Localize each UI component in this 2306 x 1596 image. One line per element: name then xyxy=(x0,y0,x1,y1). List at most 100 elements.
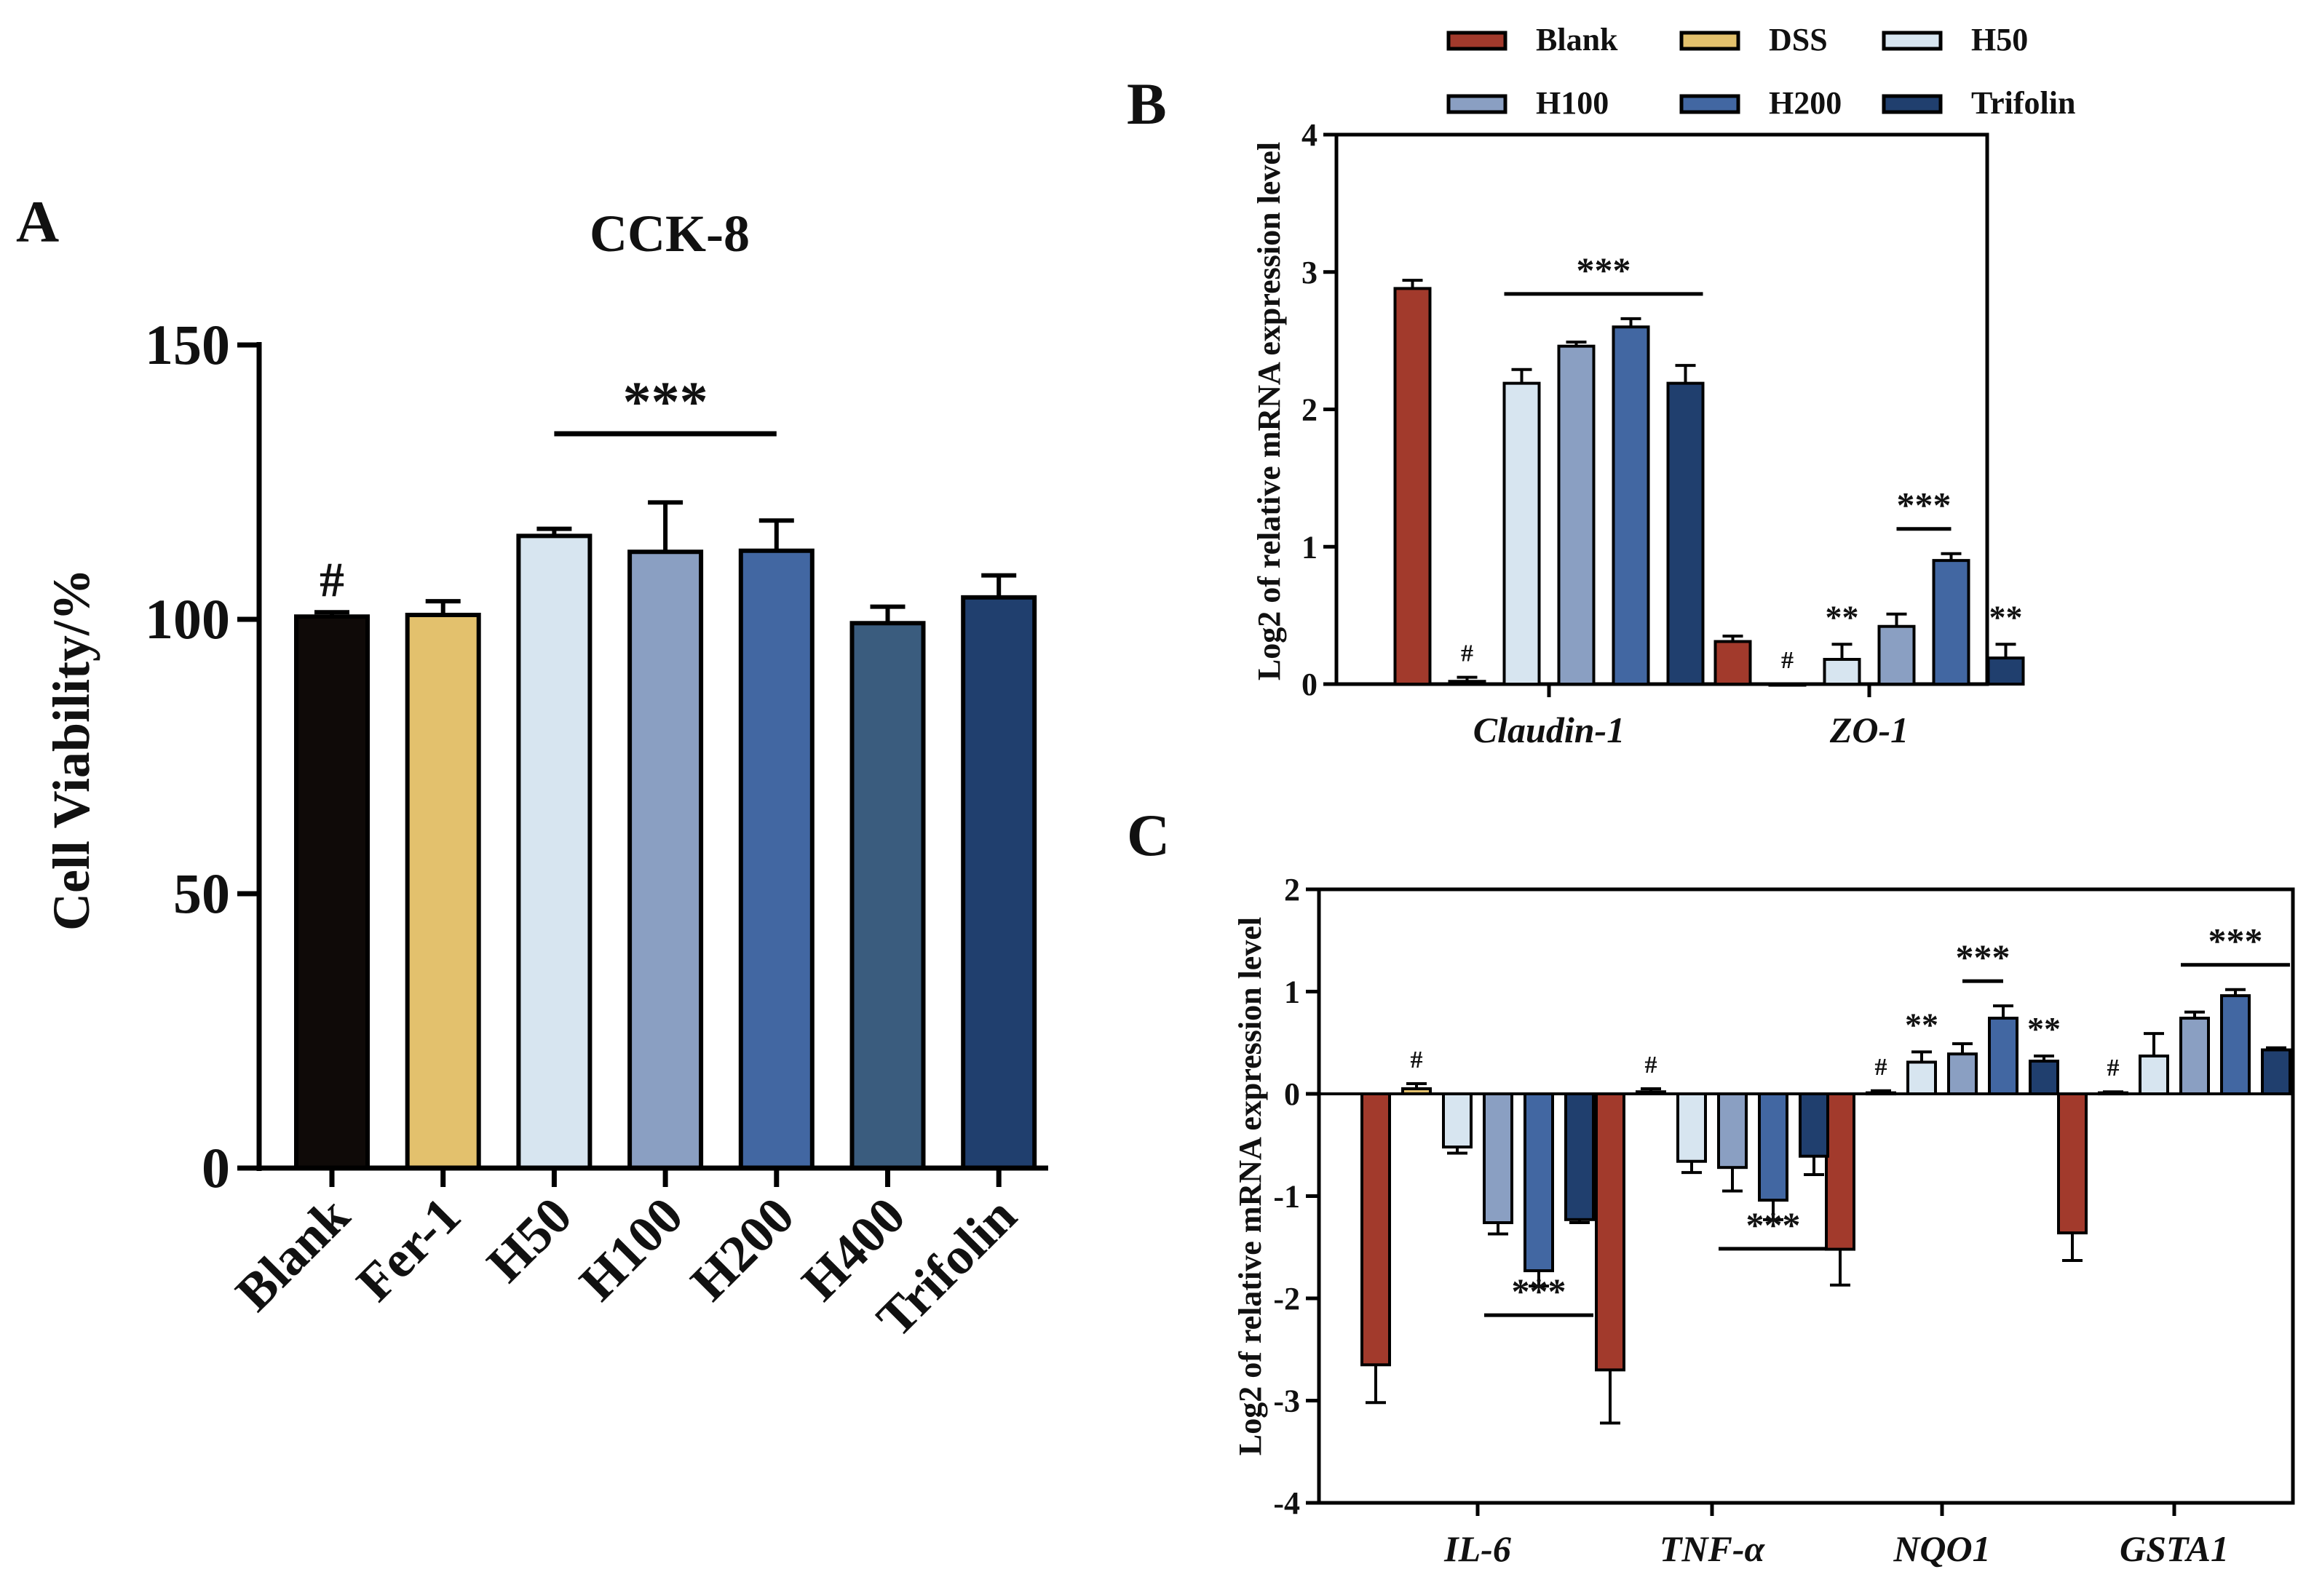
bar-h400 xyxy=(849,621,926,1170)
bar-blank xyxy=(2057,1092,2088,1235)
bar-h100 xyxy=(1557,344,1596,686)
significance-mark: ** xyxy=(1826,598,1859,635)
significance-mark: *** xyxy=(1956,937,2010,977)
bar-h50 xyxy=(1906,1060,1937,1095)
bar-h100 xyxy=(627,549,704,1170)
x-tick-label: TNF-α xyxy=(1660,1528,1766,1569)
panel-b-y-axis-label: Log2 of relative mRNA expression level xyxy=(1251,142,1287,680)
bar-trifolin xyxy=(1986,656,2025,686)
y-tick-label: 3 xyxy=(1301,255,1318,290)
significance-mark: *** xyxy=(1577,250,1631,290)
legend-label: Blank xyxy=(1536,22,1618,57)
y-tick-label: 100 xyxy=(145,587,230,651)
bar-h200 xyxy=(2220,994,2251,1095)
significance-mark: # xyxy=(1645,1052,1657,1079)
bar-blank xyxy=(294,614,370,1170)
bar-h50 xyxy=(2139,1055,2169,1096)
bar-blank xyxy=(1595,1092,1625,1372)
bar-h100 xyxy=(2179,1017,2210,1096)
bar-h50 xyxy=(1442,1092,1473,1149)
x-tick-label: Claudin-1 xyxy=(1473,710,1625,750)
x-tick-label: GSTA1 xyxy=(2120,1528,2229,1569)
significance-mark: *** xyxy=(1746,1204,1801,1245)
y-tick-label: 0 xyxy=(202,1136,230,1199)
bar-blank xyxy=(1360,1092,1391,1367)
bar-h100 xyxy=(1483,1092,1513,1225)
bar-dss xyxy=(1401,1087,1432,1095)
bar-dss xyxy=(1866,1091,1896,1096)
legend-swatch-h200 xyxy=(1679,94,1740,114)
bar-trifolin xyxy=(1799,1092,1829,1158)
bar-blank xyxy=(1393,287,1432,686)
panel-a-title: CCK-8 xyxy=(590,205,750,263)
bar-h50 xyxy=(1502,381,1541,686)
significance-mark: # xyxy=(1461,640,1473,667)
bar-dss xyxy=(1448,680,1486,686)
bar-fer-1 xyxy=(405,612,481,1170)
bar-h200 xyxy=(1932,559,1970,686)
x-tick-label: NQO1 xyxy=(1893,1528,1990,1569)
bar-h200 xyxy=(1758,1092,1788,1202)
panel-label-a: A xyxy=(16,188,59,255)
legend-swatch-trifolin xyxy=(1882,94,1943,114)
significance-mark: ** xyxy=(1905,1006,1938,1043)
bar-h50 xyxy=(516,533,593,1170)
legend-swatch-blank xyxy=(1446,31,1507,51)
legend-label: H100 xyxy=(1536,85,1609,121)
significance-mark: ** xyxy=(2027,1010,2061,1047)
legend-swatch-dss xyxy=(1679,31,1740,51)
legend-label: H200 xyxy=(1769,85,1842,121)
y-tick-label: 1 xyxy=(1284,974,1300,1010)
significance-mark: # xyxy=(2107,1055,2120,1081)
bar-h200 xyxy=(1612,325,1650,686)
bar-trifolin xyxy=(2261,1048,2291,1095)
bar-trifolin xyxy=(2029,1060,2059,1096)
panel-a-y-axis-label: Cell Viability/% xyxy=(42,568,100,931)
significance-mark: *** xyxy=(623,370,708,433)
legend: Blank DSS H50 H100 H200 Trifolin xyxy=(1446,22,2075,121)
bar-trifolin xyxy=(961,595,1037,1170)
bar-dss xyxy=(1636,1090,1666,1095)
legend-swatch-h50 xyxy=(1882,31,1943,51)
legend-label: H50 xyxy=(1971,22,2028,57)
panel-c-y-axis-label: Log2 of relative mRNA expression level xyxy=(1232,917,1268,1456)
y-tick-label: 4 xyxy=(1301,117,1318,153)
bar-h100 xyxy=(1947,1052,1978,1095)
significance-mark: ** xyxy=(1989,598,2023,635)
panel-c-chart: Log2 of relative mRNA expression level -… xyxy=(1232,872,2295,1569)
significance-mark: # xyxy=(1781,647,1794,674)
bar-h200 xyxy=(738,548,815,1170)
bar-blank xyxy=(1713,640,1752,686)
y-tick-label: -4 xyxy=(1273,1485,1300,1521)
bar-h50 xyxy=(1823,658,1861,686)
significance-mark: *** xyxy=(1512,1271,1566,1311)
y-tick-label: 2 xyxy=(1284,872,1300,908)
y-tick-label: -3 xyxy=(1273,1383,1300,1419)
panel-label-b: B xyxy=(1127,71,1167,137)
significance-mark: *** xyxy=(2208,921,2263,961)
bar-blank xyxy=(1825,1092,1855,1251)
bar-h200 xyxy=(1524,1092,1554,1273)
significance-mark: # xyxy=(1875,1054,1887,1081)
legend-swatch-h100 xyxy=(1446,94,1507,114)
bar-h100 xyxy=(1717,1092,1748,1170)
y-tick-label: -1 xyxy=(1273,1179,1300,1215)
bar-trifolin xyxy=(1564,1092,1595,1221)
y-tick-label: -2 xyxy=(1273,1281,1300,1317)
significance-mark: # xyxy=(1411,1047,1423,1073)
y-tick-label: 1 xyxy=(1301,529,1318,565)
y-tick-label: 50 xyxy=(173,862,230,925)
panel-label-c: C xyxy=(1127,802,1170,868)
legend-label: DSS xyxy=(1769,22,1828,57)
y-tick-label: 0 xyxy=(1301,667,1318,702)
y-tick-label: 2 xyxy=(1301,392,1318,428)
x-tick-label: ZO-1 xyxy=(1829,710,1909,750)
bar-h50 xyxy=(1676,1092,1707,1163)
bar-trifolin xyxy=(1666,381,1705,686)
legend-label: Trifolin xyxy=(1971,85,2075,121)
x-tick-label: IL-6 xyxy=(1443,1528,1511,1569)
y-tick-label: 150 xyxy=(145,313,230,376)
bar-dss xyxy=(1768,683,1807,687)
